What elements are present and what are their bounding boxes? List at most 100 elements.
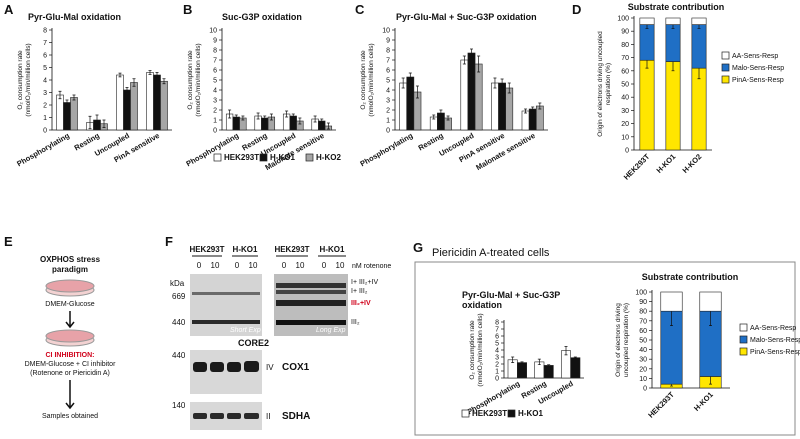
legend-swatch (259, 153, 268, 162)
f-marker: 669 (172, 292, 186, 301)
y-tick-label: 8 (495, 320, 499, 327)
error-bar (415, 85, 419, 99)
bar (491, 82, 499, 131)
y-tick-label: 20 (639, 366, 647, 373)
f-dose: 10 (249, 261, 258, 270)
error-bar (524, 108, 528, 114)
arrow (65, 311, 75, 329)
x-tick-label: HEK293T (646, 390, 676, 420)
f-complex: III₂ (351, 319, 360, 326)
error-bar (241, 115, 245, 121)
y-tick-label: 1 (386, 118, 390, 125)
legend-swatch (739, 323, 748, 332)
dish (45, 329, 95, 343)
y-tick-label: 5 (43, 65, 47, 72)
x-tick-label: Phosphorylating (185, 131, 241, 169)
y-tick-label: 20 (621, 121, 629, 128)
bar (639, 59, 655, 151)
bar (639, 17, 655, 25)
bar (70, 97, 78, 131)
error-bar (326, 122, 330, 130)
y-tick-label: 7 (213, 58, 217, 65)
y-tick-label: 3 (386, 98, 390, 105)
error-bar (118, 72, 122, 78)
bar (691, 24, 707, 69)
y-tick-label: 6 (495, 334, 499, 341)
error-bar (155, 72, 159, 78)
f-group: H-KO1 (233, 245, 258, 254)
y-axis-label: Origin of electrons driving uncoupled (597, 31, 604, 137)
y-tick-label: 40 (639, 347, 647, 354)
bands (193, 413, 259, 419)
f-core2: CORE2 (238, 338, 269, 348)
error-bar (228, 109, 232, 119)
f-dose: 0 (322, 261, 327, 270)
bar (130, 82, 138, 131)
f-band-label: IV (266, 363, 274, 372)
y-tick-label: 6 (213, 68, 217, 75)
bar (639, 24, 655, 61)
bar (467, 52, 476, 131)
chart-title: Pyr-Glu-Mal oxidation (28, 12, 121, 22)
y-tick-label: 50 (621, 82, 629, 89)
bar (160, 80, 168, 131)
bar (460, 59, 469, 131)
legend-swatch (721, 51, 730, 60)
error-bar (313, 115, 317, 123)
y-tick-label: 80 (621, 42, 629, 49)
y-tick-label: 4 (495, 348, 499, 355)
y-tick-label: 80 (639, 309, 647, 316)
legend-label: H-KO1 (270, 153, 295, 162)
f-dose: 10 (296, 261, 305, 270)
legend-swatch (721, 63, 730, 72)
y-tick-label: 0 (386, 128, 390, 135)
panel-letter: D (572, 2, 581, 17)
panel-f: HEK293T H-KO1 HEK293T H-KO1 0 10 0 10 0 … (170, 245, 391, 430)
y-tick-label: 2 (386, 108, 390, 115)
f-kda: kDa (170, 279, 185, 288)
f-dose-unit: nM rotenone (352, 263, 391, 270)
error-bar (298, 117, 302, 125)
legend-label: Malo-Sens-Resp (732, 65, 784, 72)
y-axis-label: uncoupled respiration (%) (623, 303, 630, 377)
legend-swatch (739, 335, 748, 344)
error-bar (401, 77, 405, 89)
error-bar (446, 115, 450, 121)
error-bar (531, 106, 535, 112)
y-tick-label: 3 (43, 90, 47, 97)
e-end: Samples obtained (42, 413, 98, 420)
x-tick-label: H-KO1 (655, 152, 678, 175)
f-protein: COX1 (282, 362, 310, 373)
y-tick-label: 7 (386, 58, 390, 65)
y-axis-label: respiration (%) (605, 63, 612, 105)
bar (699, 291, 722, 312)
y-tick-label: 0 (43, 128, 47, 135)
y-tick-label: 8 (213, 48, 217, 55)
error-bar (132, 78, 136, 87)
y-tick-label: 70 (621, 55, 629, 62)
y-tick-label: 30 (621, 108, 629, 115)
y-tick-label: 4 (43, 78, 47, 85)
error-bar (573, 356, 577, 359)
x-tick-label: Phosphorylating (359, 131, 415, 169)
f-marker: 440 (172, 318, 186, 327)
e-title: OXPHOS stress (40, 255, 101, 264)
bar (123, 89, 131, 131)
legend-label: AA-Sens-Resp (732, 53, 778, 60)
f-dose: 10 (211, 261, 220, 270)
bar (116, 74, 124, 131)
error-bar (58, 90, 62, 100)
f-dose: 0 (235, 261, 240, 270)
bar (399, 82, 408, 131)
y-tick-label: 0 (213, 128, 217, 135)
bar (535, 105, 544, 131)
error-bar (88, 115, 92, 130)
y-tick-label: 100 (635, 290, 647, 297)
panel-letter: A (4, 2, 14, 17)
y-tick-label: 7 (495, 327, 499, 334)
y-axis-label: (nmolO₂/min/million cells) (477, 313, 484, 386)
bar (543, 365, 554, 379)
f-marker: 140 (172, 401, 186, 410)
error-bar (408, 72, 412, 82)
f-band-label: II (266, 412, 270, 421)
